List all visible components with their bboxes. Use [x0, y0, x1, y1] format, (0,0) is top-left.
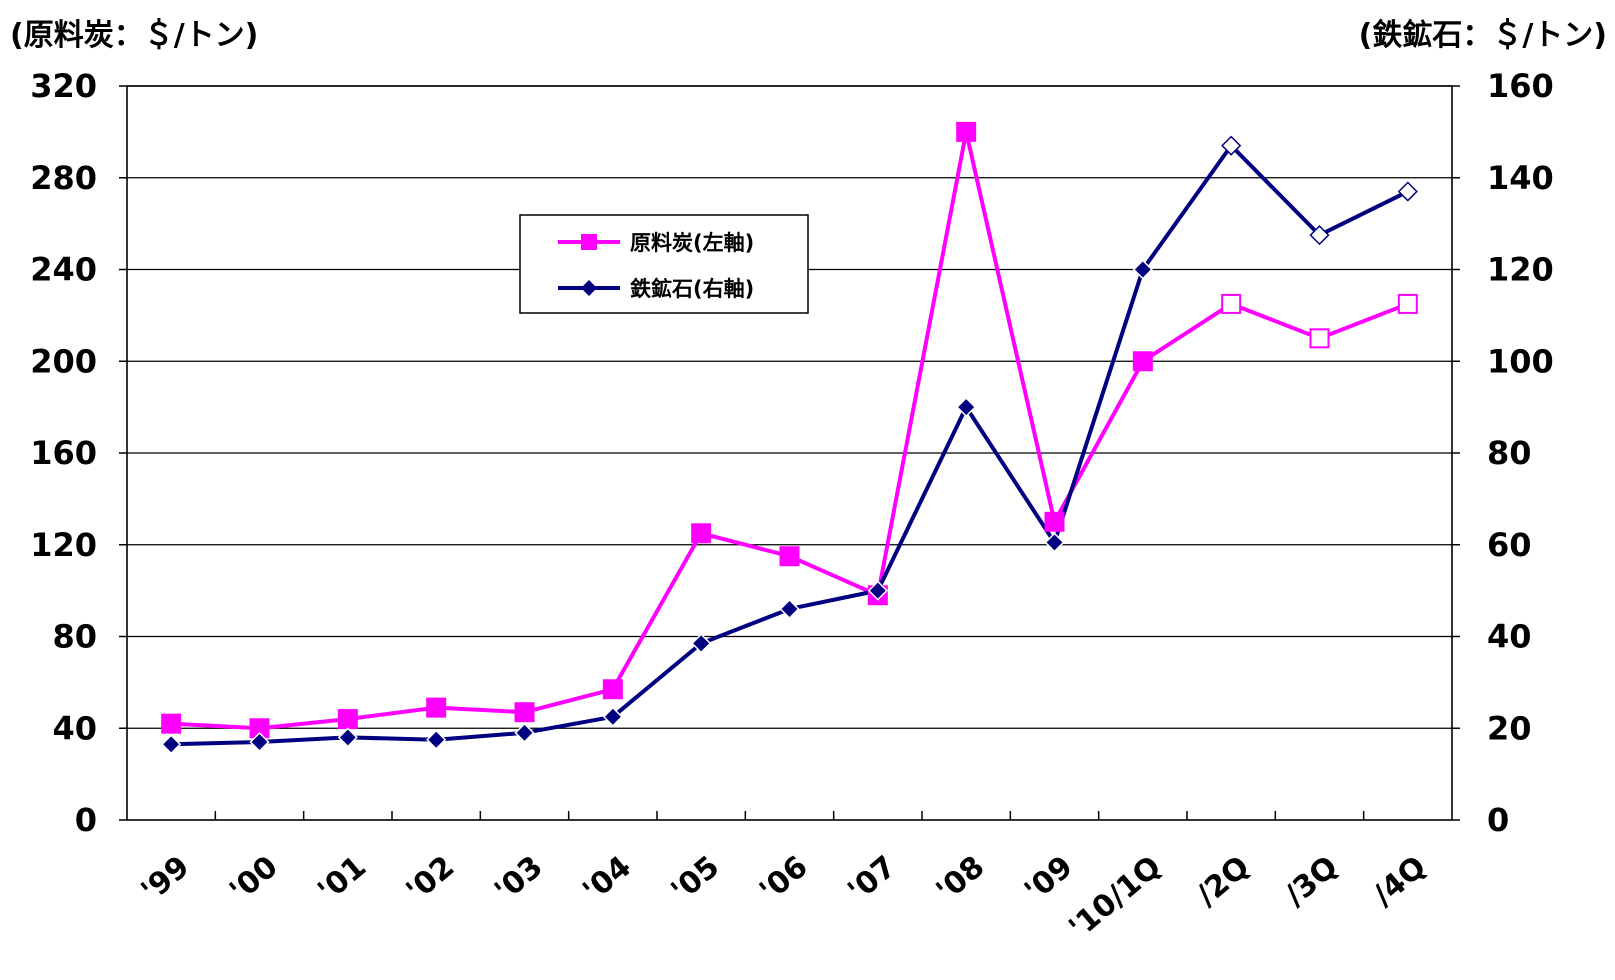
category-label: '06: [753, 849, 815, 909]
data-point-diamond: [956, 397, 977, 418]
right-tick-label: 20: [1487, 709, 1532, 747]
left-tick-label: 280: [30, 159, 97, 197]
data-point-square: [956, 121, 977, 142]
data-point-square: [779, 546, 800, 567]
series-group: [161, 121, 1418, 755]
data-point-diamond: [779, 598, 800, 620]
left-tick-label: 40: [52, 709, 97, 747]
right-axis-unit-label: (鉄鉱石：＄/トン): [1358, 18, 1607, 53]
left-tick-label: 240: [30, 251, 97, 289]
legend-box: [519, 214, 809, 314]
data-point-diamond: [337, 727, 358, 748]
left-tick-label: 320: [30, 67, 97, 105]
legend-label: 鉄鉱石(右軸): [630, 277, 754, 301]
left-tick-label: 80: [52, 618, 97, 656]
data-point-diamond: [1309, 225, 1330, 246]
category-label: '09: [1018, 849, 1080, 909]
legend: 原料炭(左軸) 鉄鉱石(右軸): [519, 214, 809, 314]
right-tick-label: 0: [1487, 801, 1509, 839]
data-point-diamond: [1221, 135, 1242, 156]
category-label: '99: [135, 849, 197, 909]
legend-marker-square: [581, 234, 597, 250]
category-label: '05: [665, 849, 727, 909]
category-label: '04: [576, 849, 638, 909]
data-point-square: [1397, 293, 1418, 314]
data-point-diamond: [514, 722, 535, 743]
left-axis-ticks: 0 40 80 120 160 200 240 280 320: [30, 67, 127, 839]
right-tick-label: 140: [1487, 159, 1554, 197]
category-label: '03: [488, 849, 550, 909]
category-axis-ticks: '99 '00 '01 '02 '03 '04 '05 '06 '07 '08 '09'10/1Q /…: [135, 811, 1433, 946]
data-point-square: [1044, 511, 1065, 532]
right-tick-label: 100: [1487, 342, 1554, 380]
left-tick-label: 0: [75, 801, 97, 839]
right-tick-label: 60: [1487, 526, 1532, 564]
data-point-square: [1309, 328, 1330, 349]
left-tick-label: 160: [30, 434, 97, 472]
data-point-diamond: [1132, 259, 1153, 280]
data-point-diamond: [691, 633, 712, 654]
right-tick-label: 120: [1487, 251, 1554, 289]
data-point-square: [426, 697, 447, 718]
category-label: /2Q: [1190, 849, 1256, 913]
data-point-diamond: [1397, 181, 1418, 202]
left-tick-label: 120: [30, 526, 97, 564]
data-point-square: [337, 709, 358, 730]
legend-marker-diamond: [581, 280, 597, 296]
data-point-square: [161, 713, 182, 734]
data-point-diamond: [867, 580, 888, 601]
category-label: /4Q: [1367, 849, 1433, 913]
data-point-diamond: [426, 729, 447, 750]
data-point-square: [691, 523, 712, 544]
data-point-diamond: [1044, 532, 1065, 553]
gridlines: [127, 85, 1452, 729]
data-point-square: [602, 679, 623, 700]
right-tick-label: 160: [1487, 67, 1554, 105]
category-label: '10/1Q: [1063, 849, 1168, 945]
data-point-diamond: [161, 734, 182, 755]
category-label: /3Q: [1278, 849, 1344, 913]
left-axis-unit-label: (原料炭：＄/トン): [10, 18, 259, 53]
category-label: '02: [400, 849, 462, 909]
data-point-square: [1132, 351, 1153, 372]
data-point-diamond: [602, 706, 623, 727]
legend-label: 原料炭(左軸): [630, 231, 754, 255]
left-tick-label: 200: [30, 342, 97, 380]
category-label: '07: [841, 849, 903, 909]
right-tick-label: 40: [1487, 618, 1532, 656]
data-point-diamond: [249, 731, 270, 753]
data-point-square: [1221, 293, 1242, 314]
category-label: '01: [311, 849, 373, 909]
right-axis-ticks: 0 20 40 60 80 100 120 140 160: [1452, 67, 1554, 839]
category-label: '00: [223, 849, 285, 909]
category-label: '08: [930, 849, 992, 909]
data-point-square: [514, 702, 535, 723]
right-tick-label: 80: [1487, 434, 1532, 472]
